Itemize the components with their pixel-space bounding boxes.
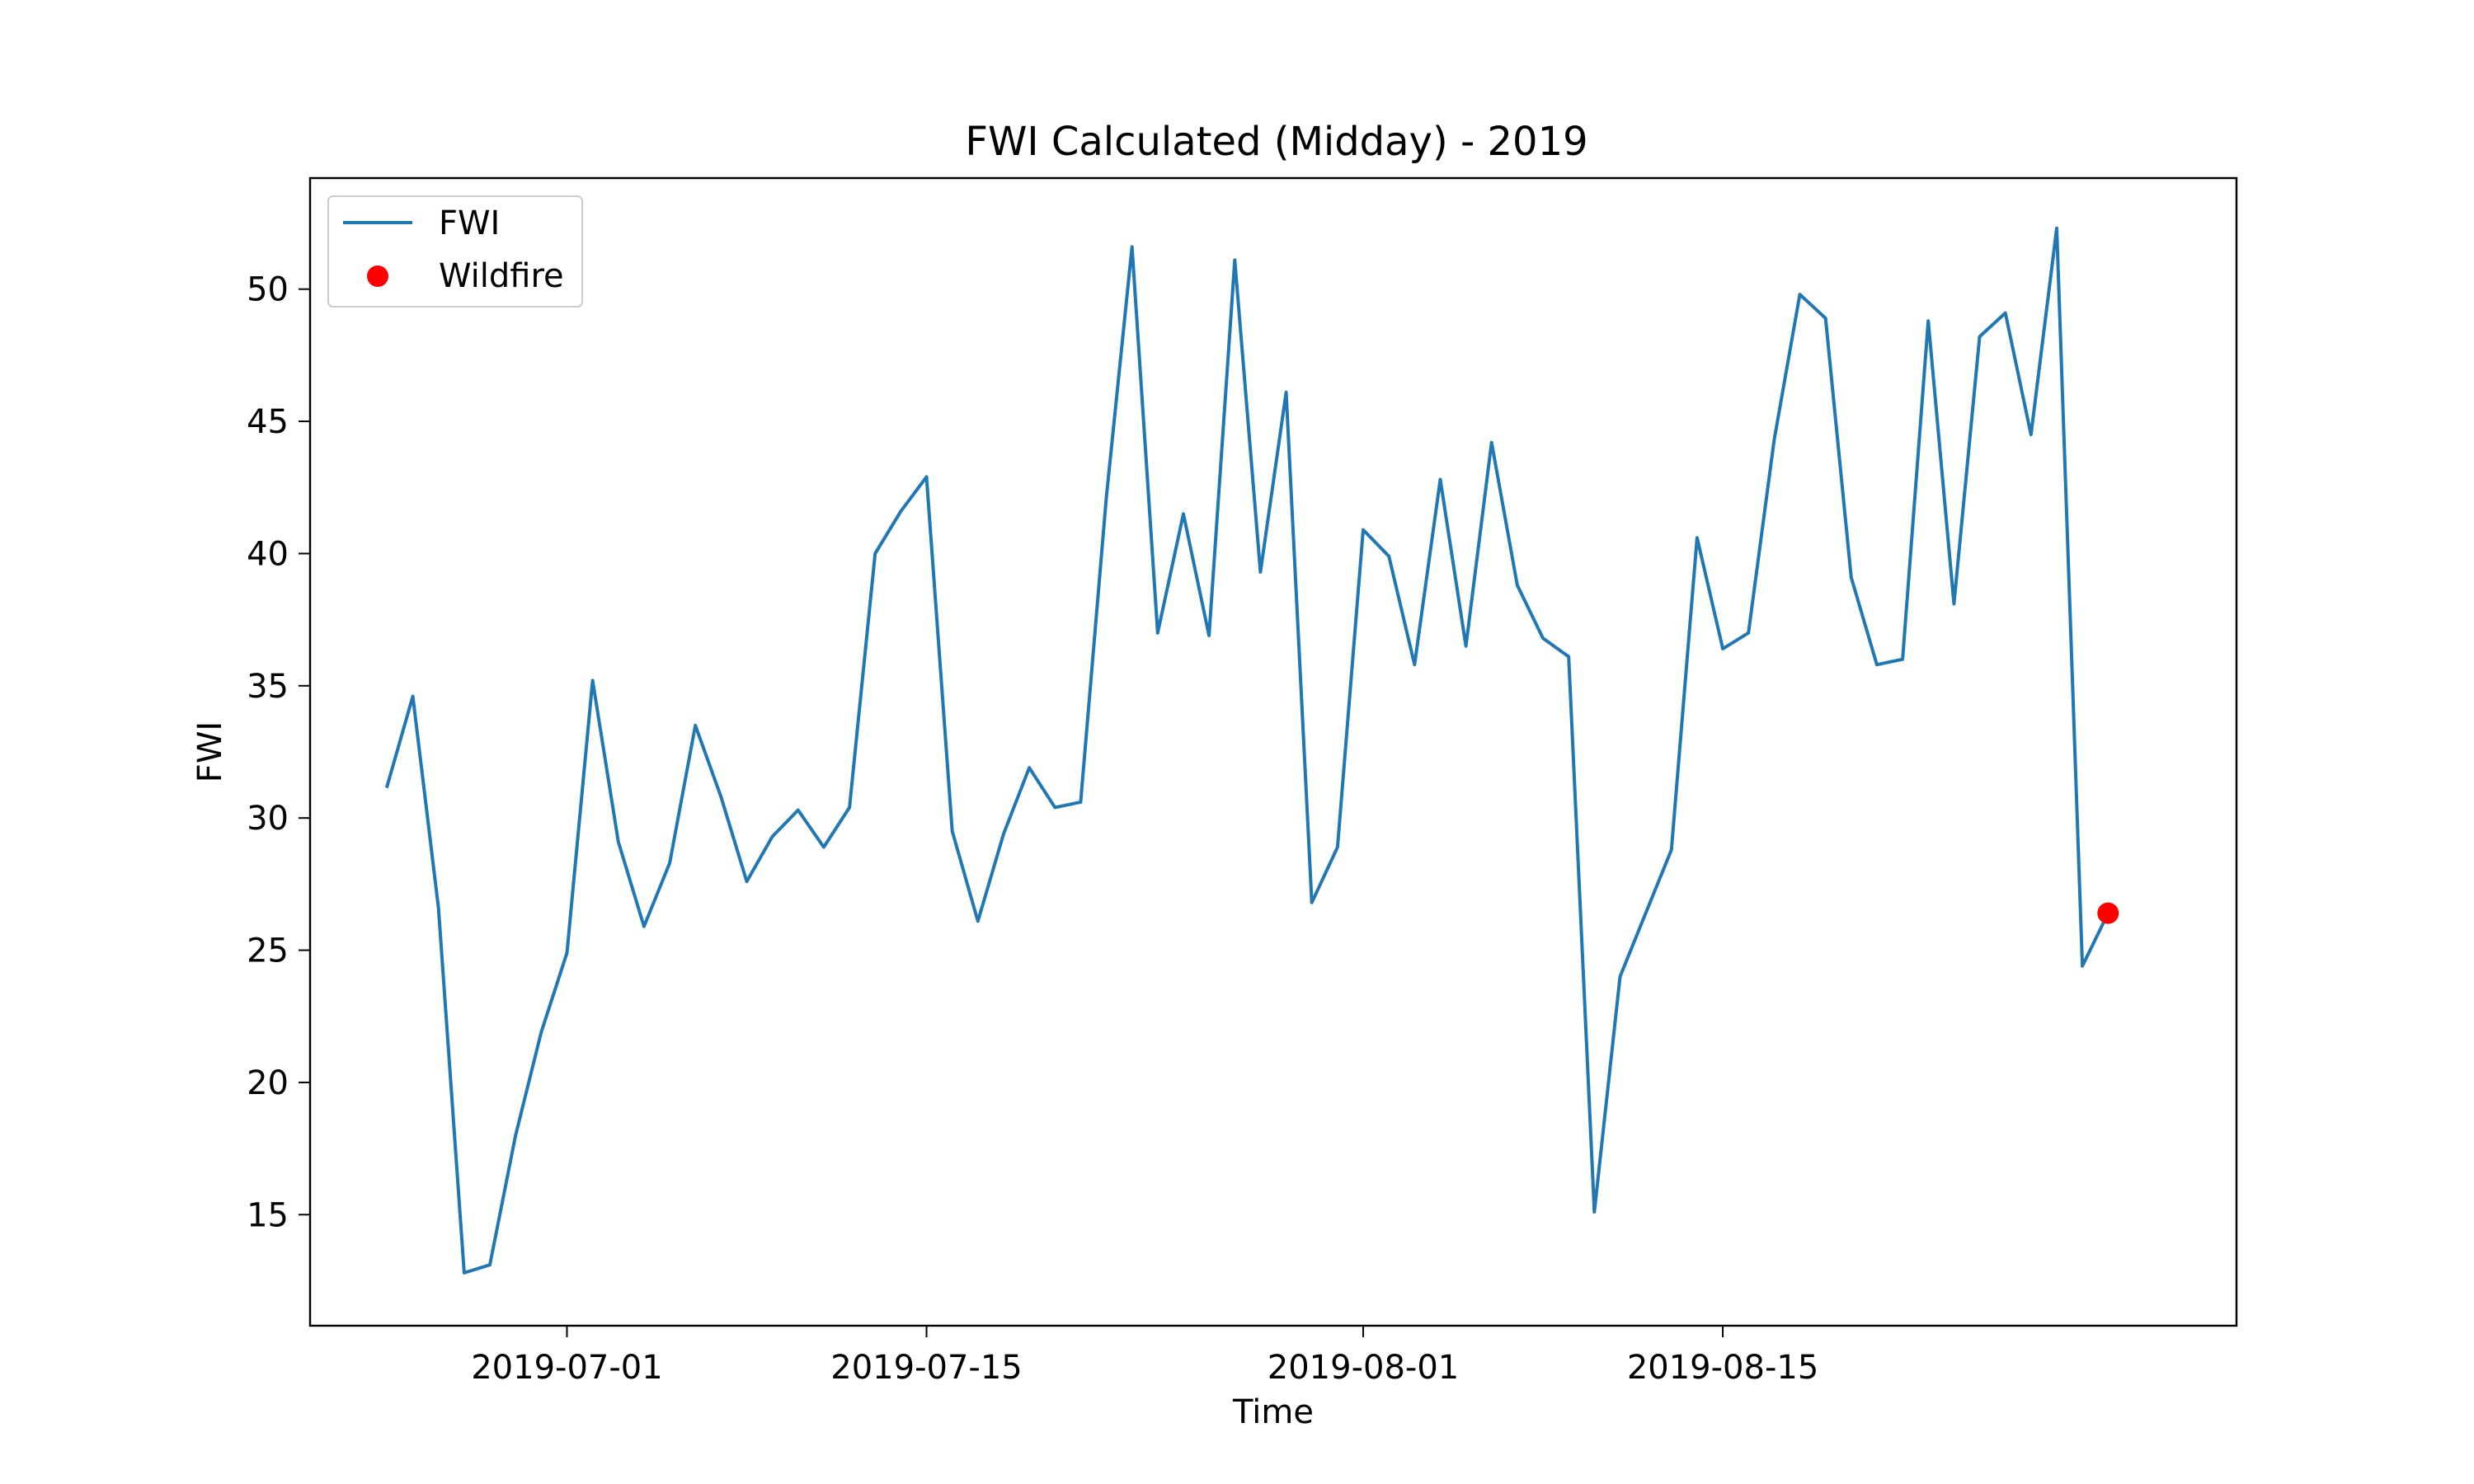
x-axis: 2019-07-01 2019-07-15 2019-08-01 2019-08-15: [471, 1326, 1818, 1387]
x-tick-label-0: 2019-07-01: [471, 1349, 662, 1387]
y-tick-label-5: 40: [247, 535, 289, 573]
y-tick-label-7: 50: [247, 271, 289, 309]
y-tick-label-2: 25: [247, 932, 289, 970]
y-axis-label: FWI: [191, 721, 229, 782]
y-axis: 15 20 25 30 35 40 45 50: [247, 271, 310, 1234]
wildfire-point-0: [2097, 902, 2119, 924]
y-tick-label-1: 20: [247, 1064, 289, 1102]
legend-wildfire-label: Wildfire: [439, 257, 564, 295]
y-tick-label-4: 35: [247, 668, 289, 706]
chart-title: FWI Calculated (Midday) - 2019: [965, 119, 1587, 165]
legend-wildfire-swatch: [367, 265, 388, 287]
y-tick-label-6: 45: [247, 403, 289, 441]
plot-area: [384, 226, 2119, 1275]
y-tick-label-3: 30: [247, 800, 289, 838]
x-tick-label-3: 2019-08-15: [1627, 1349, 1818, 1387]
legend-fwi-label: FWI: [439, 204, 500, 242]
fwi-series-line: [384, 226, 2110, 1275]
y-tick-label-0: 15: [247, 1196, 289, 1234]
plot-frame: [308, 176, 2238, 1327]
x-tick-label-2: 2019-08-01: [1268, 1349, 1459, 1387]
x-axis-label: Time: [1232, 1393, 1314, 1431]
legend: FWI Wildfire: [327, 195, 583, 308]
x-tick-label-1: 2019-07-15: [830, 1349, 1022, 1387]
